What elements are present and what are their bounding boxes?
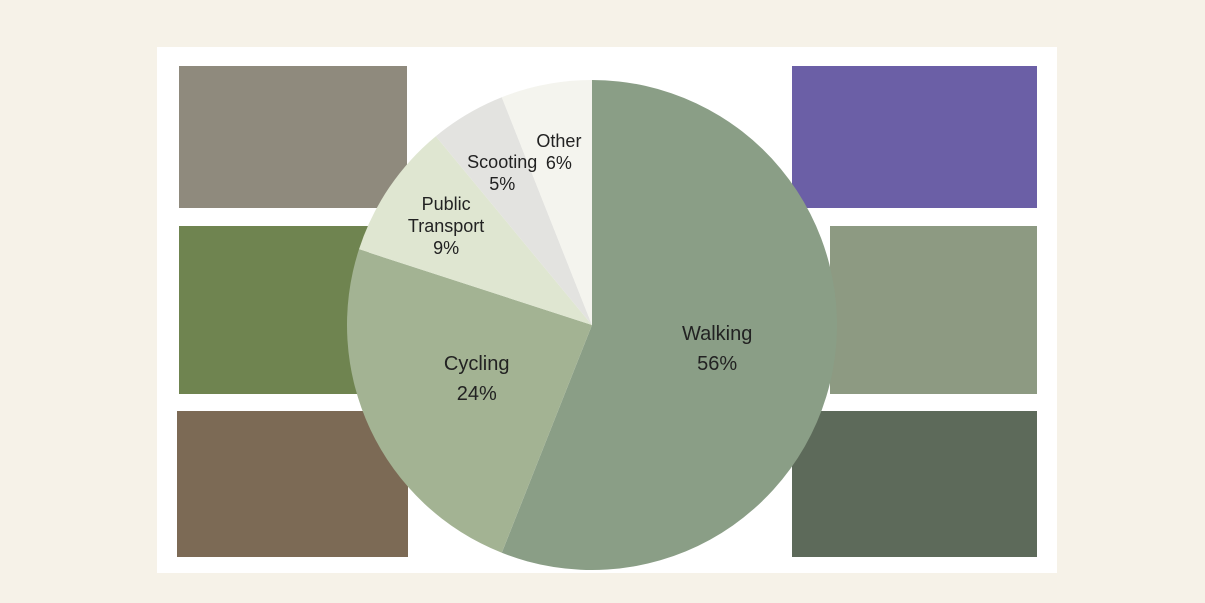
photo-station <box>179 66 407 208</box>
slice-value: 5% <box>447 173 557 195</box>
slice-value: 6% <box>504 152 614 174</box>
slice-category: Public Transport <box>391 193 501 237</box>
photo-cyclists <box>792 411 1037 557</box>
slice-value: 24% <box>422 379 532 409</box>
chart <box>0 0 1205 603</box>
photo-path <box>179 226 369 394</box>
slice-value: 9% <box>391 237 501 259</box>
slice-category: Cycling <box>422 349 532 379</box>
slice-category: Other <box>504 130 614 152</box>
page: Walking56%Cycling24%Public Transport9%Sc… <box>0 0 1205 603</box>
slice-value: 56% <box>662 349 772 379</box>
photo-bus <box>792 66 1037 208</box>
slice-category: Walking <box>662 319 772 349</box>
photo-walkway <box>830 226 1037 394</box>
